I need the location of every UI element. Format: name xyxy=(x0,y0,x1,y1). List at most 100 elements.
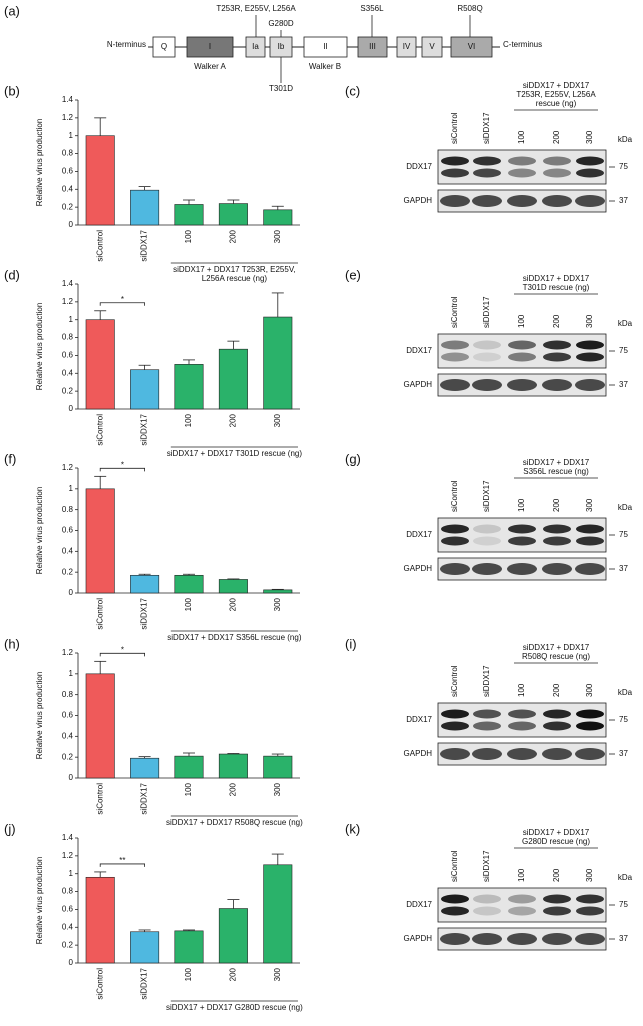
bar xyxy=(263,755,293,779)
lane-label: siDDX17 xyxy=(482,665,491,697)
y-tick-label: 0.6 xyxy=(62,905,74,914)
y-tick-label: 1.2 xyxy=(62,297,74,306)
domain-label: V xyxy=(429,42,435,51)
x-tick-label: 200 xyxy=(229,782,238,796)
y-tick-label: 0.6 xyxy=(62,711,74,720)
blot-header: T301D rescue (ng) xyxy=(523,283,590,292)
band xyxy=(575,379,605,391)
lane-label: 300 xyxy=(585,130,594,144)
band xyxy=(576,721,604,731)
band xyxy=(575,195,605,207)
unit-label: kDa xyxy=(618,319,633,328)
row-label: DDX17 xyxy=(406,530,432,539)
x-tick-label: siControl xyxy=(95,783,104,815)
y-tick-label: 0.2 xyxy=(62,386,74,395)
x-tick-label: 200 xyxy=(229,229,238,243)
band xyxy=(542,933,572,945)
bar xyxy=(218,579,248,594)
lane-label: 200 xyxy=(552,868,561,882)
bar xyxy=(174,364,204,410)
lane-label: 100 xyxy=(517,314,526,328)
bar xyxy=(174,755,204,779)
band xyxy=(543,906,571,916)
x-tick-label: 300 xyxy=(273,229,282,243)
band xyxy=(473,352,501,362)
x-tick-label: 300 xyxy=(273,782,282,796)
x-tick-label: siDDX17 xyxy=(140,967,149,999)
band xyxy=(473,894,501,904)
lane-label: 100 xyxy=(517,498,526,512)
band xyxy=(576,536,604,546)
marker-label: 75 xyxy=(619,346,628,355)
blot-strip xyxy=(437,333,607,369)
y-tick-label: 0 xyxy=(69,588,74,597)
band xyxy=(576,524,604,534)
y-tick-label: 1.4 xyxy=(62,279,74,288)
x-tick-label: 200 xyxy=(229,413,238,427)
y-tick-label: 1 xyxy=(69,484,74,493)
mutation-label: T301D xyxy=(269,84,293,93)
y-tick-label: 1 xyxy=(69,669,74,678)
band xyxy=(507,563,537,575)
mutation-label: G280D xyxy=(268,19,294,28)
bar xyxy=(130,574,160,594)
domain-box xyxy=(303,36,348,58)
band xyxy=(543,894,571,904)
lane-label: 200 xyxy=(552,130,561,144)
blot-header: rescue (ng) xyxy=(536,99,577,108)
band xyxy=(508,168,536,178)
blot-header: G280D rescue (ng) xyxy=(522,837,590,846)
bar xyxy=(85,319,115,410)
blot-header: R508Q rescue (ng) xyxy=(522,652,590,661)
blot-strip xyxy=(437,702,607,738)
band xyxy=(542,563,572,575)
domain-label: III xyxy=(369,42,376,51)
blot-header: siDDX17 + DDX17 xyxy=(523,643,590,652)
bar xyxy=(174,930,204,964)
panel-label: (e) xyxy=(345,267,361,282)
y-tick-label: 0.2 xyxy=(62,567,74,576)
significance-bracket xyxy=(99,863,145,867)
x-tick-label: siDDX17 xyxy=(140,597,149,629)
y-tick-label: 1 xyxy=(69,315,74,324)
band xyxy=(440,379,470,391)
lane-label: 200 xyxy=(552,314,561,328)
band xyxy=(441,524,469,534)
band xyxy=(508,721,536,731)
band xyxy=(441,709,469,719)
group-label: siDDX17 + DDX17 T301D rescue (ng) xyxy=(167,449,303,458)
significance-label: * xyxy=(121,460,124,469)
band xyxy=(576,709,604,719)
band xyxy=(473,340,501,350)
band xyxy=(473,906,501,916)
mutation-label: S356L xyxy=(360,4,384,13)
y-tick-label: 0.8 xyxy=(62,149,74,158)
bar xyxy=(174,204,204,226)
band xyxy=(543,156,571,166)
lane-label: 200 xyxy=(552,683,561,697)
y-tick-label: 1.2 xyxy=(62,648,74,657)
significance-label: ** xyxy=(119,856,125,865)
band xyxy=(472,748,502,760)
band xyxy=(543,709,571,719)
x-tick-label: 100 xyxy=(184,413,193,427)
x-tick-label: 300 xyxy=(273,597,282,611)
band xyxy=(543,340,571,350)
unit-label: kDa xyxy=(618,688,633,697)
unit-label: kDa xyxy=(618,503,633,512)
domain-box xyxy=(245,36,266,58)
y-tick-label: 1.2 xyxy=(62,113,74,122)
band xyxy=(575,933,605,945)
band xyxy=(508,709,536,719)
bar xyxy=(130,931,160,964)
band xyxy=(441,340,469,350)
y-tick-label: 0.4 xyxy=(62,731,74,740)
row-label: GAPDH xyxy=(404,380,433,389)
band xyxy=(507,379,537,391)
band xyxy=(543,536,571,546)
x-tick-label: 100 xyxy=(184,597,193,611)
x-tick-label: siControl xyxy=(95,230,104,262)
y-tick-label: 0.2 xyxy=(62,202,74,211)
lane-label: 300 xyxy=(585,498,594,512)
